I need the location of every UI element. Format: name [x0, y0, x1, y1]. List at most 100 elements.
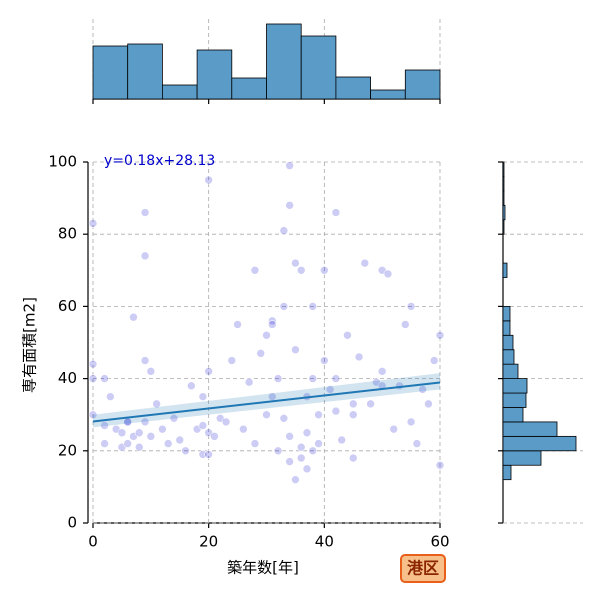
point: [302, 428, 312, 438]
point: [337, 435, 346, 445]
point: [117, 428, 127, 438]
point: [140, 356, 150, 365]
point: [146, 432, 156, 441]
point: [343, 330, 352, 340]
point: [140, 251, 150, 261]
y-axis-label: 専有面積[m2]: [21, 297, 39, 393]
point: [187, 381, 196, 391]
hist-bar: [502, 421, 558, 437]
point: [296, 265, 306, 275]
point: [331, 374, 341, 383]
hist-bar: [502, 407, 524, 423]
point: [331, 208, 341, 217]
point: [400, 320, 410, 329]
x-tick-label: 20: [199, 533, 218, 551]
hist-bar: [196, 49, 233, 100]
hist-bar: [502, 435, 577, 452]
point: [354, 352, 364, 362]
point: [406, 417, 416, 427]
point: [204, 367, 213, 376]
hist-bar: [502, 464, 512, 481]
point: [100, 421, 109, 430]
point: [285, 457, 294, 466]
hist-bar: [502, 349, 515, 365]
point: [383, 269, 393, 279]
point: [129, 312, 138, 322]
point: [291, 345, 300, 355]
point: [348, 453, 358, 463]
hist-bar: [502, 334, 514, 351]
point: [424, 399, 433, 409]
point: [302, 464, 312, 474]
point: [262, 410, 271, 420]
regression-annotation: y=0.18x+28.13: [104, 153, 215, 169]
y-tick-label: 20: [58, 441, 77, 459]
point: [429, 356, 439, 365]
point: [320, 356, 329, 365]
plot-area: 0 20 40 60 0 20 40 60 80 100: [48, 19, 583, 551]
point: [348, 410, 358, 420]
point: [204, 175, 213, 185]
point: [204, 450, 213, 459]
point: [267, 320, 277, 329]
point: [296, 442, 306, 452]
hist-bar: [502, 378, 528, 394]
point: [262, 330, 271, 340]
point: [100, 439, 109, 448]
point: [233, 320, 242, 329]
hist-bar: [502, 305, 511, 322]
y-tick-label: 0: [67, 514, 77, 532]
hist-bar: [266, 23, 302, 100]
point: [158, 424, 167, 434]
point: [250, 265, 260, 275]
y-tick-label: 100: [48, 153, 77, 171]
point: [285, 201, 294, 210]
point: [435, 330, 445, 340]
point: [308, 446, 318, 456]
point: [279, 302, 289, 311]
point: [227, 356, 237, 365]
y-tick-label: 80: [58, 225, 77, 243]
point: [198, 421, 208, 430]
point: [279, 414, 289, 423]
point: [140, 208, 150, 217]
point: [169, 414, 179, 423]
point: [418, 385, 427, 394]
point: [291, 475, 300, 484]
hist-bar: [502, 161, 505, 177]
point: [88, 219, 98, 228]
y-tick-label: 40: [58, 369, 77, 387]
y-tick-label: 60: [58, 297, 77, 315]
x-tick-label: 60: [430, 533, 449, 551]
point: [198, 392, 208, 401]
point: [181, 446, 190, 456]
x-tick-label: 0: [88, 533, 98, 551]
hist-bar: [92, 45, 129, 100]
point: [325, 385, 335, 394]
point: [308, 302, 318, 311]
point: [320, 265, 329, 275]
hist-bar: [502, 262, 508, 278]
point: [406, 302, 416, 311]
point: [348, 399, 358, 409]
hist-bar: [300, 35, 337, 100]
hist-bar: [502, 320, 511, 336]
hist-bar: [502, 176, 505, 192]
point: [435, 460, 445, 470]
point: [210, 432, 219, 441]
point: [152, 399, 161, 409]
point: [314, 410, 323, 420]
hist-bar: [502, 392, 527, 408]
hist-bar: [502, 450, 542, 466]
hist-bar: [502, 190, 505, 206]
point: [314, 439, 323, 448]
point: [134, 428, 144, 438]
point: [291, 258, 300, 268]
point: [366, 399, 375, 409]
point: [250, 439, 260, 448]
hist-bar: [161, 84, 198, 100]
confidence-band: [93, 373, 440, 428]
hist-bar: [404, 69, 441, 100]
point: [308, 374, 318, 383]
